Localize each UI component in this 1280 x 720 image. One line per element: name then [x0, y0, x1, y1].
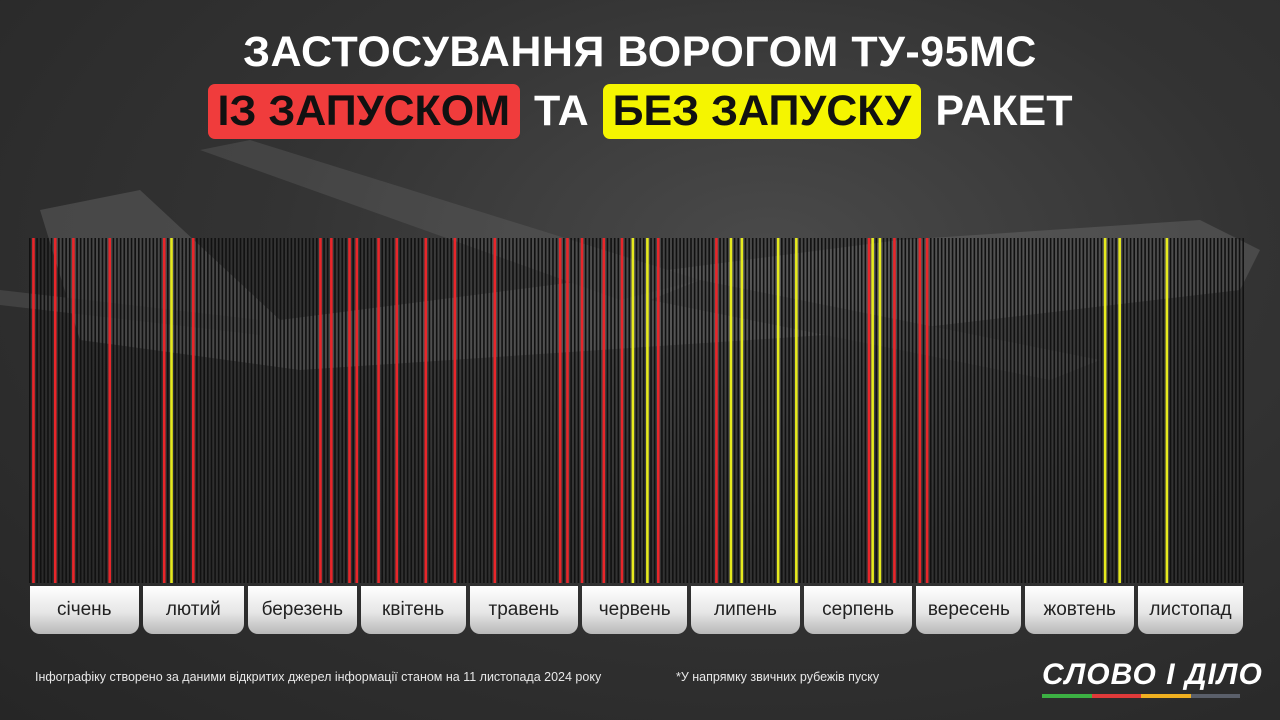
- source-note: Інфографіку створено за даними відкритих…: [35, 670, 602, 684]
- legend-without-launch: БЕЗ ЗАПУСКУ: [602, 84, 922, 139]
- month-label: липень: [691, 586, 800, 634]
- logo-text: СЛОВО І ДІЛО: [1042, 658, 1263, 691]
- month-label: січень: [30, 586, 139, 634]
- event-lines-group: [32, 238, 1169, 583]
- logo-color-bar: [1042, 694, 1240, 698]
- chart-title: ЗАСТОСУВАННЯ ВОРОГОМ ТУ-95МС: [243, 28, 1037, 76]
- logo-bar-segment: [1190, 694, 1240, 698]
- month-label: травень: [469, 586, 579, 634]
- month-label: жовтень: [1025, 586, 1134, 634]
- subtitle-and: ТА: [534, 87, 589, 135]
- subtitle-missiles: РАКЕТ: [935, 87, 1073, 135]
- month-label: березень: [247, 586, 357, 634]
- logo-bar-segment: [1091, 694, 1141, 698]
- slovo-i-dilo-logo: СЛОВО І ДІЛО: [1042, 658, 1263, 698]
- legend-with-launch: ІЗ ЗАПУСКОМ: [207, 84, 521, 139]
- month-label: червень: [582, 586, 688, 634]
- month-label: листопад: [1138, 586, 1243, 634]
- chart-subtitle: ІЗ ЗАПУСКОМ ТА БЕЗ ЗАПУСКУ РАКЕТ: [0, 84, 1280, 139]
- month-label: вересень: [916, 586, 1022, 634]
- logo-bar-segment: [1042, 694, 1092, 698]
- month-label: лютий: [142, 586, 244, 634]
- month-label: серпень: [803, 586, 913, 634]
- footnote: *У напрямку звичних рубежів пуску: [676, 670, 880, 684]
- logo-bar-segment: [1141, 694, 1191, 698]
- month-label: квітень: [360, 586, 466, 634]
- day-lines-group: [29, 238, 1244, 583]
